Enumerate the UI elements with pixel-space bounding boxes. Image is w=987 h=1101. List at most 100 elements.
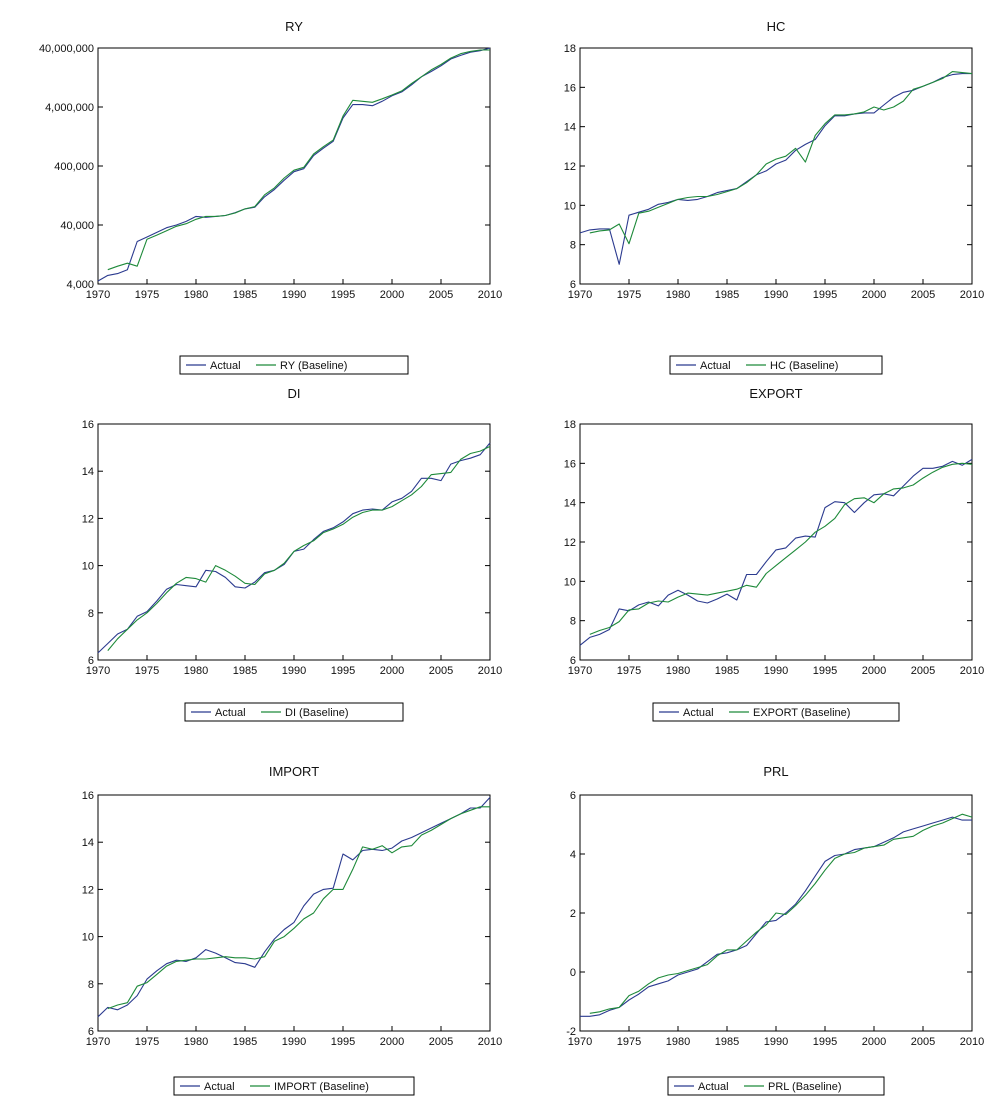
y-tick-label: 14	[82, 466, 94, 478]
x-tick-label: 1980	[666, 289, 690, 301]
x-tick-label: 2010	[478, 289, 502, 301]
y-tick-label: 14	[564, 122, 576, 134]
legend-label-actual: Actual	[204, 1081, 235, 1093]
legend-label-baseline: PRL (Baseline)	[768, 1081, 842, 1093]
x-tick-label: 1980	[666, 665, 690, 677]
plot-frame	[579, 423, 973, 661]
x-tick-label: 1975	[617, 289, 641, 301]
x-tick-label: 1995	[813, 665, 837, 677]
x-tick-label: 1985	[233, 665, 257, 677]
y-tick-label: -2	[566, 1026, 576, 1038]
chart-title: PRL	[763, 764, 788, 779]
x-tick-label: 2010	[960, 1036, 984, 1048]
y-tick-label: 40,000	[60, 220, 94, 232]
x-tick-label: 2000	[862, 665, 886, 677]
legend-label-actual: Actual	[683, 707, 714, 719]
chart-panel-di: DI 6 8 10 12 14 16 1970 1975 1980 1985 1990 1995 2000…	[82, 386, 502, 722]
y-tick-label: 16	[82, 419, 94, 431]
x-tick-label: 1990	[764, 289, 788, 301]
x-tick-label: 1990	[764, 665, 788, 677]
x-tick-label: 2000	[380, 1036, 404, 1048]
series-line-actual	[579, 73, 972, 265]
y-tick-label: 16	[564, 458, 576, 470]
chart-panel-hc: HC 6 8 10 12 14 16 18 1970 1975 1980 1985 1990 1995 20…	[564, 19, 984, 375]
x-tick-label: 1995	[331, 1036, 355, 1048]
chart-title: DI	[288, 386, 301, 401]
y-tick-label: 10	[82, 932, 94, 944]
x-tick-label: 1980	[184, 1036, 208, 1048]
y-tick-label: 8	[570, 240, 576, 252]
legend-box	[184, 702, 404, 722]
series-line-actual	[97, 47, 491, 282]
x-tick-label: 1980	[184, 665, 208, 677]
x-tick-label: 2000	[380, 289, 404, 301]
y-tick-label: 12	[82, 884, 94, 896]
x-tick-label: 1970	[568, 665, 592, 677]
legend: Actual HC (Baseline)	[669, 355, 883, 375]
x-tick-label: 2000	[380, 665, 404, 677]
plot-frame	[97, 423, 491, 661]
y-tick-label: 10	[564, 200, 576, 212]
chart-title: EXPORT	[749, 386, 802, 401]
y-tick-label: 8	[88, 979, 94, 991]
x-tick-label: 1975	[135, 1036, 159, 1048]
legend-label-actual: Actual	[215, 707, 246, 719]
y-tick-label: 14	[82, 837, 94, 849]
x-tick-label: 1975	[135, 665, 159, 677]
chart-panel-prl: PRL -2 0 2 4 6 1970 1975 1980 1985 1990 1995 2000 200…	[566, 764, 984, 1096]
x-tick-label: 2010	[960, 665, 984, 677]
x-tick-label: 1980	[184, 289, 208, 301]
x-tick-label: 2000	[862, 289, 886, 301]
x-tick-label: 2005	[911, 665, 935, 677]
legend-label-baseline: RY (Baseline)	[280, 360, 347, 372]
legend-box	[179, 355, 409, 375]
series-line-baseline	[589, 813, 973, 1014]
chart-panel-ry: RY 4,000 40,000 400,000 4,000,000 40,000,000 1…	[39, 19, 502, 375]
x-tick-label: 1970	[86, 665, 110, 677]
y-tick-label: 8	[88, 608, 94, 620]
legend-label-baseline: HC (Baseline)	[770, 360, 838, 372]
y-tick-label: 0	[570, 967, 576, 979]
plot-frame	[579, 47, 973, 285]
x-tick-label: 1985	[715, 665, 739, 677]
series-line-baseline	[589, 71, 973, 245]
series-line-baseline	[107, 806, 490, 1010]
chart-panel-export: EXPORT 6 8 10 12 14 16 18 1970 1975 1980 1985 1990 19…	[564, 386, 984, 722]
legend-box	[667, 1076, 885, 1096]
x-tick-label: 1990	[282, 1036, 306, 1048]
x-tick-label: 1970	[86, 1036, 110, 1048]
y-tick-label: 10	[564, 576, 576, 588]
legend-label-baseline: IMPORT (Baseline)	[274, 1081, 369, 1093]
x-tick-label: 1975	[617, 665, 641, 677]
x-tick-label: 1985	[233, 1036, 257, 1048]
y-tick-label: 2	[570, 908, 576, 920]
legend-box	[173, 1076, 415, 1096]
y-tick-label: 18	[564, 43, 576, 55]
x-tick-label: 2005	[911, 289, 935, 301]
x-tick-label: 1990	[282, 289, 306, 301]
y-tick-label: 6	[88, 655, 94, 667]
x-tick-label: 1985	[233, 289, 257, 301]
y-tick-label: 6	[570, 279, 576, 291]
y-tick-label: 4,000	[66, 279, 94, 291]
x-tick-label: 2000	[862, 1036, 886, 1048]
series-line-baseline	[589, 462, 973, 635]
y-tick-label: 6	[570, 655, 576, 667]
x-tick-label: 1995	[331, 665, 355, 677]
legend-box	[652, 702, 900, 722]
y-tick-label: 12	[564, 537, 576, 549]
y-tick-label: 400,000	[54, 161, 94, 173]
legend-label-actual: Actual	[698, 1081, 729, 1093]
x-tick-label: 1985	[715, 289, 739, 301]
x-tick-label: 2005	[429, 1036, 453, 1048]
plot-frame	[97, 47, 491, 285]
legend: Actual PRL (Baseline)	[667, 1076, 885, 1096]
series-line-actual	[580, 816, 972, 1017]
x-tick-label: 1970	[568, 1036, 592, 1048]
chart-title: HC	[767, 19, 786, 34]
y-tick-label: 10	[82, 561, 94, 573]
y-tick-label: 6	[570, 790, 576, 802]
series-line-baseline	[107, 445, 491, 651]
